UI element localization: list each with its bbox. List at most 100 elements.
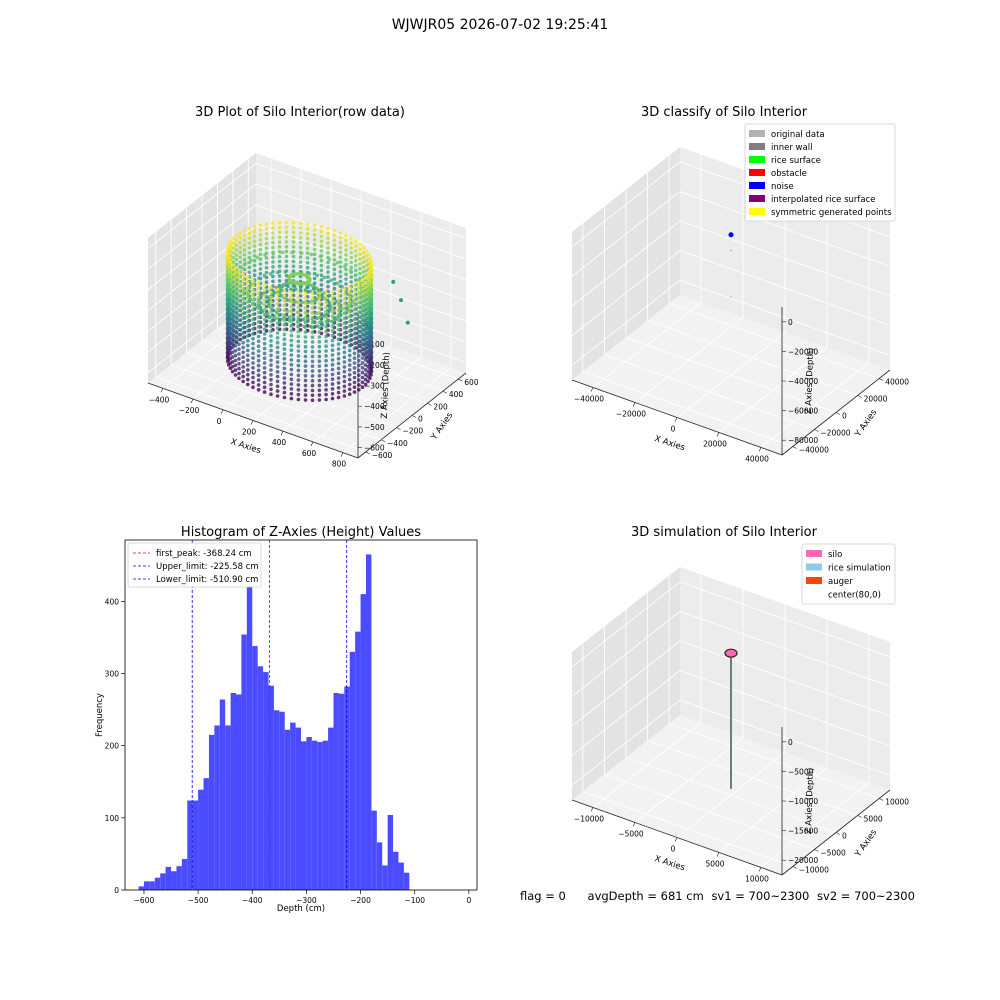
raw-scatter-point [289, 299, 294, 304]
raw-scatter-point [260, 309, 264, 313]
raw-scatter-point [233, 271, 238, 276]
raw-scatter-point [262, 273, 267, 278]
raw-scatter-point [352, 385, 357, 390]
histogram-y-tick-label: 400 [105, 597, 120, 606]
classify-plot-gridline [571, 191, 681, 277]
raw-plot-gridline [255, 204, 467, 281]
raw-scatter-point [251, 351, 255, 356]
raw-scatter-point [246, 309, 250, 314]
raw-scatter-point [319, 239, 324, 244]
raw-scatter-point [246, 382, 250, 387]
histogram-bar [230, 692, 237, 890]
raw-scatter-point [347, 324, 352, 329]
raw-scatter-point [317, 369, 322, 373]
raw-scatter-point [319, 273, 324, 278]
raw-scatter-point [338, 265, 343, 269]
simulation-plot-y-tick-label: 5000 [864, 815, 883, 824]
raw-plot-z-tick-label: −200 [364, 361, 385, 370]
raw-scatter-point [246, 324, 250, 329]
raw-scatter-point [363, 314, 368, 319]
raw-scatter-point [246, 300, 250, 304]
raw-scatter-point [342, 360, 347, 364]
histogram-bar [284, 729, 291, 890]
simulation-plot-z-tick-label: −15000 [788, 827, 818, 836]
raw-scatter-point [251, 312, 255, 317]
raw-scatter-point [347, 319, 352, 324]
raw-scatter-point [241, 340, 245, 345]
raw-scatter-point [338, 274, 343, 279]
raw-plot-x-tick [160, 388, 164, 393]
raw-scatter-point [310, 325, 315, 330]
raw-scatter-point [360, 370, 365, 375]
histogram-bar [333, 692, 339, 890]
raw-scatter-point [305, 261, 310, 265]
raw-scatter-point [344, 282, 348, 286]
simulation-plot-gridline [679, 581, 891, 658]
raw-scatter-point [320, 323, 325, 327]
raw-scatter-point [226, 256, 231, 260]
raw-scatter-point [246, 285, 250, 290]
histogram-bar [208, 734, 215, 890]
raw-scatter-point [310, 383, 315, 388]
raw-scatter-point [255, 255, 260, 260]
raw-scatter-point [366, 379, 370, 384]
raw-scatter-point [342, 379, 347, 384]
raw-scatter-point [324, 325, 328, 329]
raw-scatter-point [326, 270, 330, 274]
classify-plot-z-tick-label: −20000 [788, 347, 818, 356]
classify-plot-z-axis-label: Z Axies (Depth) [804, 347, 816, 414]
raw-scatter-point [299, 284, 303, 289]
raw-scatter-point [338, 279, 343, 284]
raw-scatter-point [312, 247, 317, 252]
classify-plot-y-tick [835, 412, 841, 415]
raw-scatter-point [324, 388, 328, 392]
raw-scatter-point [246, 329, 250, 333]
raw-scatter-point [277, 240, 282, 244]
raw-scatter-point [251, 283, 255, 288]
status-footer: flag = 0 avgDepth = 681 cm sv1 = 700~230… [520, 889, 915, 903]
raw-scatter-point [347, 373, 352, 377]
raw-scatter-point [366, 252, 371, 257]
raw-scatter-point [291, 254, 296, 259]
raw-scatter-point [233, 300, 238, 305]
raw-scatter-point [336, 318, 341, 322]
raw-scatter-point [352, 283, 357, 288]
raw-scatter-point [238, 250, 242, 255]
raw-scatter-point [363, 382, 368, 387]
raw-scatter-point [282, 376, 287, 380]
raw-scatter-point [360, 293, 365, 297]
raw-scatter-point [289, 362, 294, 367]
raw-scatter-point [310, 364, 315, 369]
histogram-bars [138, 554, 410, 890]
raw-scatter-point [233, 373, 238, 377]
figure-suptitle: WJWJR05 2026-07-02 19:25:41 [391, 17, 609, 33]
raw-scatter-point [230, 263, 235, 267]
raw-scatter-point [237, 376, 241, 381]
histogram-bar [290, 722, 296, 890]
raw-scatter-point [264, 265, 269, 270]
raw-scatter-point [289, 314, 294, 319]
raw-scatter-point [338, 269, 343, 274]
raw-scatter-point [277, 254, 282, 259]
raw-scatter-point [298, 245, 303, 250]
raw-scatter-point [233, 266, 238, 271]
raw-scatter-point [251, 298, 255, 302]
raw-scatter-point [342, 369, 347, 374]
raw-scatter-point [312, 267, 317, 271]
raw-scatter-point [242, 257, 247, 262]
raw-scatter-point [251, 380, 255, 385]
raw-scatter-point [366, 306, 370, 311]
raw-scatter-point [256, 300, 261, 305]
raw-scatter-point [241, 302, 245, 306]
raw-scatter-point [275, 307, 280, 311]
raw-scatter-point [251, 366, 255, 370]
raw-scatter-point [291, 264, 296, 269]
simulation-plot-gridline [625, 757, 837, 833]
raw-scatter-point [234, 243, 239, 247]
histogram-y-tick-label: 300 [105, 670, 120, 679]
raw-scatter-point [256, 378, 261, 382]
raw-scatter-point [233, 305, 238, 309]
raw-scatter-point [366, 374, 370, 379]
raw-scatter-point [354, 244, 358, 248]
raw-scatter-point [228, 259, 233, 264]
